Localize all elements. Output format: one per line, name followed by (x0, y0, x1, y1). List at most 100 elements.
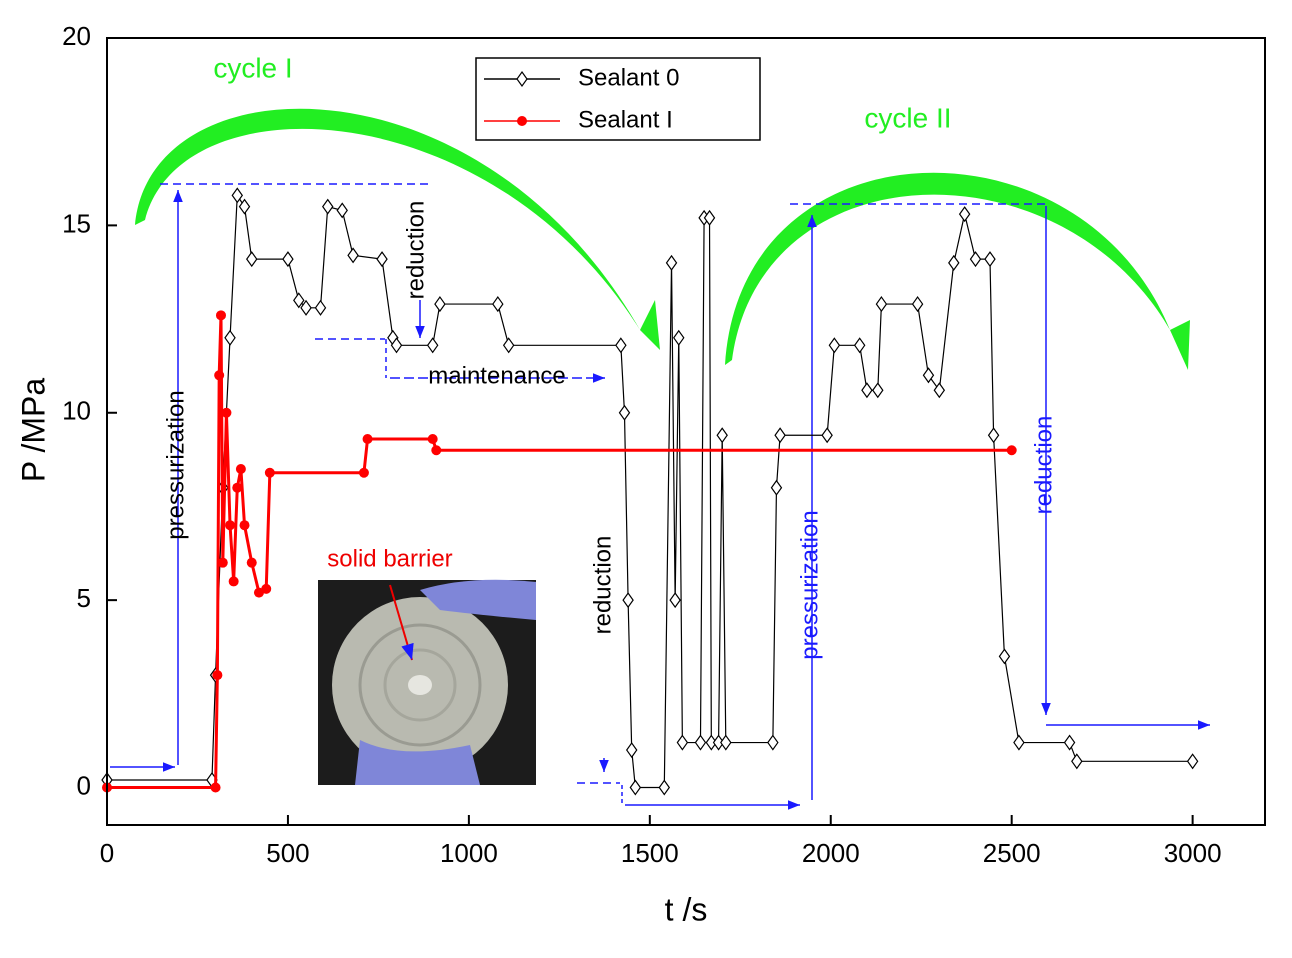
marker (232, 482, 243, 493)
marker (665, 254, 678, 271)
y-tick-label: 20 (62, 21, 91, 51)
marker (861, 382, 873, 399)
marker (221, 407, 232, 418)
marker (853, 337, 866, 354)
annotation: reduction (589, 536, 616, 635)
marker (774, 427, 786, 444)
marker (214, 370, 225, 381)
y-axis-label: P /MPa (15, 378, 51, 483)
marker (322, 198, 334, 215)
marker (987, 427, 1000, 444)
marker (212, 670, 223, 681)
annotation: cycle II (864, 102, 951, 133)
annotation: reduction (1030, 416, 1057, 515)
cycle-arrow (725, 172, 1190, 370)
marker (390, 337, 403, 354)
marker (948, 254, 960, 271)
marker (210, 782, 221, 793)
marker (246, 251, 258, 268)
marker (658, 779, 671, 796)
marker (517, 116, 527, 126)
marker (225, 520, 236, 531)
marker (984, 251, 996, 268)
x-tick-label: 1000 (440, 838, 498, 868)
y-tick-label: 10 (62, 396, 91, 426)
marker (618, 404, 631, 421)
marker (1006, 445, 1017, 456)
marker (235, 463, 246, 474)
marker (228, 576, 239, 587)
marker (969, 251, 982, 268)
marker (217, 557, 228, 568)
marker (264, 467, 275, 478)
legend-box (475, 57, 761, 141)
marker (629, 779, 642, 796)
marker (872, 382, 884, 399)
marker (362, 433, 373, 444)
x-tick-label: 2500 (983, 838, 1041, 868)
marker (516, 70, 528, 88)
marker (431, 445, 442, 456)
inset-photo (318, 579, 536, 785)
marker (502, 337, 515, 354)
annotation: maintenance (428, 362, 565, 389)
y-tick-label: 5 (77, 583, 91, 613)
marker (314, 299, 327, 316)
marker (767, 734, 779, 751)
x-tick-label: 1500 (621, 838, 679, 868)
y-tick-label: 15 (62, 208, 91, 238)
x-tick-label: 500 (266, 838, 309, 868)
x-tick-label: 0 (100, 838, 114, 868)
y-tick-label: 0 (77, 770, 91, 800)
marker (215, 310, 226, 321)
marker (246, 557, 257, 568)
marker (998, 648, 1011, 665)
marker (261, 583, 272, 594)
marker (376, 251, 388, 268)
x-tick-label: 2000 (802, 838, 860, 868)
marker (427, 433, 438, 444)
marker (828, 337, 841, 354)
guides (110, 183, 1210, 810)
marker (625, 742, 638, 759)
marker (622, 592, 634, 609)
marker (933, 382, 946, 399)
marker (770, 479, 783, 496)
marker (224, 329, 236, 346)
marker (703, 209, 716, 226)
marker (238, 198, 251, 215)
marker (673, 329, 685, 346)
marker (1186, 753, 1199, 770)
marker (958, 206, 971, 223)
marker (1063, 734, 1076, 751)
marker (347, 247, 359, 264)
marker (911, 296, 924, 313)
marker (293, 292, 305, 309)
marker (231, 187, 244, 204)
annotation: solid barrier (327, 545, 452, 572)
marker (875, 296, 888, 313)
marker (716, 427, 728, 444)
marker (1013, 734, 1025, 751)
marker (1071, 753, 1083, 770)
annotation: pressurization (162, 390, 189, 539)
marker (821, 427, 833, 444)
marker (300, 299, 312, 316)
marker (336, 202, 348, 219)
marker (282, 251, 294, 268)
marker (358, 467, 369, 478)
legend: Sealant 0 Sealant I (475, 57, 761, 141)
marker (694, 734, 707, 751)
marker (434, 296, 446, 313)
annotation: cycle I (213, 52, 292, 83)
marker (720, 734, 732, 751)
legend-label: Sealant I (578, 106, 673, 133)
plot: 0 500 1000 1500 2000 2500 3000 0 5 10 15 20 (62, 21, 1221, 868)
marker (669, 592, 681, 609)
marker (239, 520, 250, 531)
marker (922, 367, 935, 384)
x-tick-label: 3000 (1164, 838, 1222, 868)
annotation: pressurization (796, 510, 823, 659)
plot-frame (106, 37, 1266, 826)
